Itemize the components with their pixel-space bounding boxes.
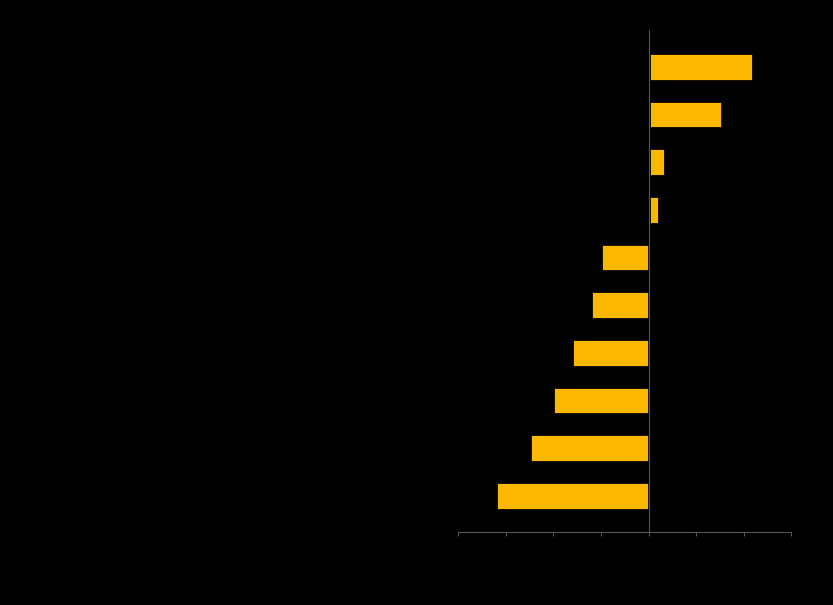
Bar <box>649 148 666 176</box>
Bar <box>601 244 649 271</box>
Bar <box>649 196 659 224</box>
Bar <box>553 387 649 414</box>
Bar <box>496 482 649 509</box>
Bar <box>572 339 649 367</box>
Bar <box>649 53 753 80</box>
Bar <box>591 292 649 319</box>
Bar <box>530 434 649 462</box>
Bar <box>649 100 722 128</box>
